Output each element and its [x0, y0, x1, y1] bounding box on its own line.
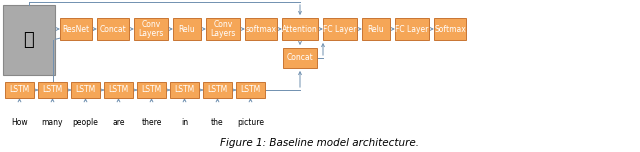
Text: Concat: Concat [100, 24, 126, 33]
Text: LSTM: LSTM [10, 85, 29, 95]
Text: the: the [211, 118, 224, 127]
FancyBboxPatch shape [97, 18, 129, 40]
FancyBboxPatch shape [71, 82, 100, 98]
Text: ResNet: ResNet [63, 24, 90, 33]
FancyBboxPatch shape [245, 18, 277, 40]
Text: softmax: softmax [246, 24, 276, 33]
Text: Relu: Relu [367, 24, 385, 33]
Text: Relu: Relu [179, 24, 195, 33]
Text: LSTM: LSTM [141, 85, 162, 95]
FancyBboxPatch shape [434, 18, 466, 40]
FancyBboxPatch shape [203, 82, 232, 98]
Text: people: people [72, 118, 99, 127]
FancyBboxPatch shape [362, 18, 390, 40]
Text: Conv
Layers: Conv Layers [211, 20, 236, 38]
Text: Attention: Attention [282, 24, 318, 33]
Text: Figure 1: Baseline model architecture.: Figure 1: Baseline model architecture. [221, 138, 419, 148]
FancyBboxPatch shape [173, 18, 201, 40]
Text: are: are [112, 118, 125, 127]
Text: Concat: Concat [287, 54, 314, 62]
FancyBboxPatch shape [206, 18, 240, 40]
FancyBboxPatch shape [236, 82, 265, 98]
FancyBboxPatch shape [395, 18, 429, 40]
Text: there: there [141, 118, 162, 127]
Text: Softmax: Softmax [434, 24, 466, 33]
FancyBboxPatch shape [137, 82, 166, 98]
FancyBboxPatch shape [323, 18, 357, 40]
FancyBboxPatch shape [282, 18, 318, 40]
Text: How: How [11, 118, 28, 127]
Text: FC Layer: FC Layer [323, 24, 356, 33]
Text: Conv
Layers: Conv Layers [138, 20, 164, 38]
Text: 👥: 👥 [24, 31, 35, 49]
FancyBboxPatch shape [5, 82, 34, 98]
FancyBboxPatch shape [60, 18, 92, 40]
Text: in: in [181, 118, 188, 127]
FancyBboxPatch shape [283, 48, 317, 68]
Text: LSTM: LSTM [174, 85, 195, 95]
FancyBboxPatch shape [104, 82, 133, 98]
Text: LSTM: LSTM [207, 85, 228, 95]
FancyBboxPatch shape [38, 82, 67, 98]
FancyBboxPatch shape [3, 5, 55, 75]
Text: many: many [42, 118, 63, 127]
Text: picture: picture [237, 118, 264, 127]
Text: LSTM: LSTM [241, 85, 260, 95]
FancyBboxPatch shape [134, 18, 168, 40]
Text: LSTM: LSTM [108, 85, 129, 95]
Text: FC Layer: FC Layer [396, 24, 429, 33]
Text: LSTM: LSTM [42, 85, 63, 95]
FancyBboxPatch shape [170, 82, 199, 98]
Text: LSTM: LSTM [76, 85, 95, 95]
